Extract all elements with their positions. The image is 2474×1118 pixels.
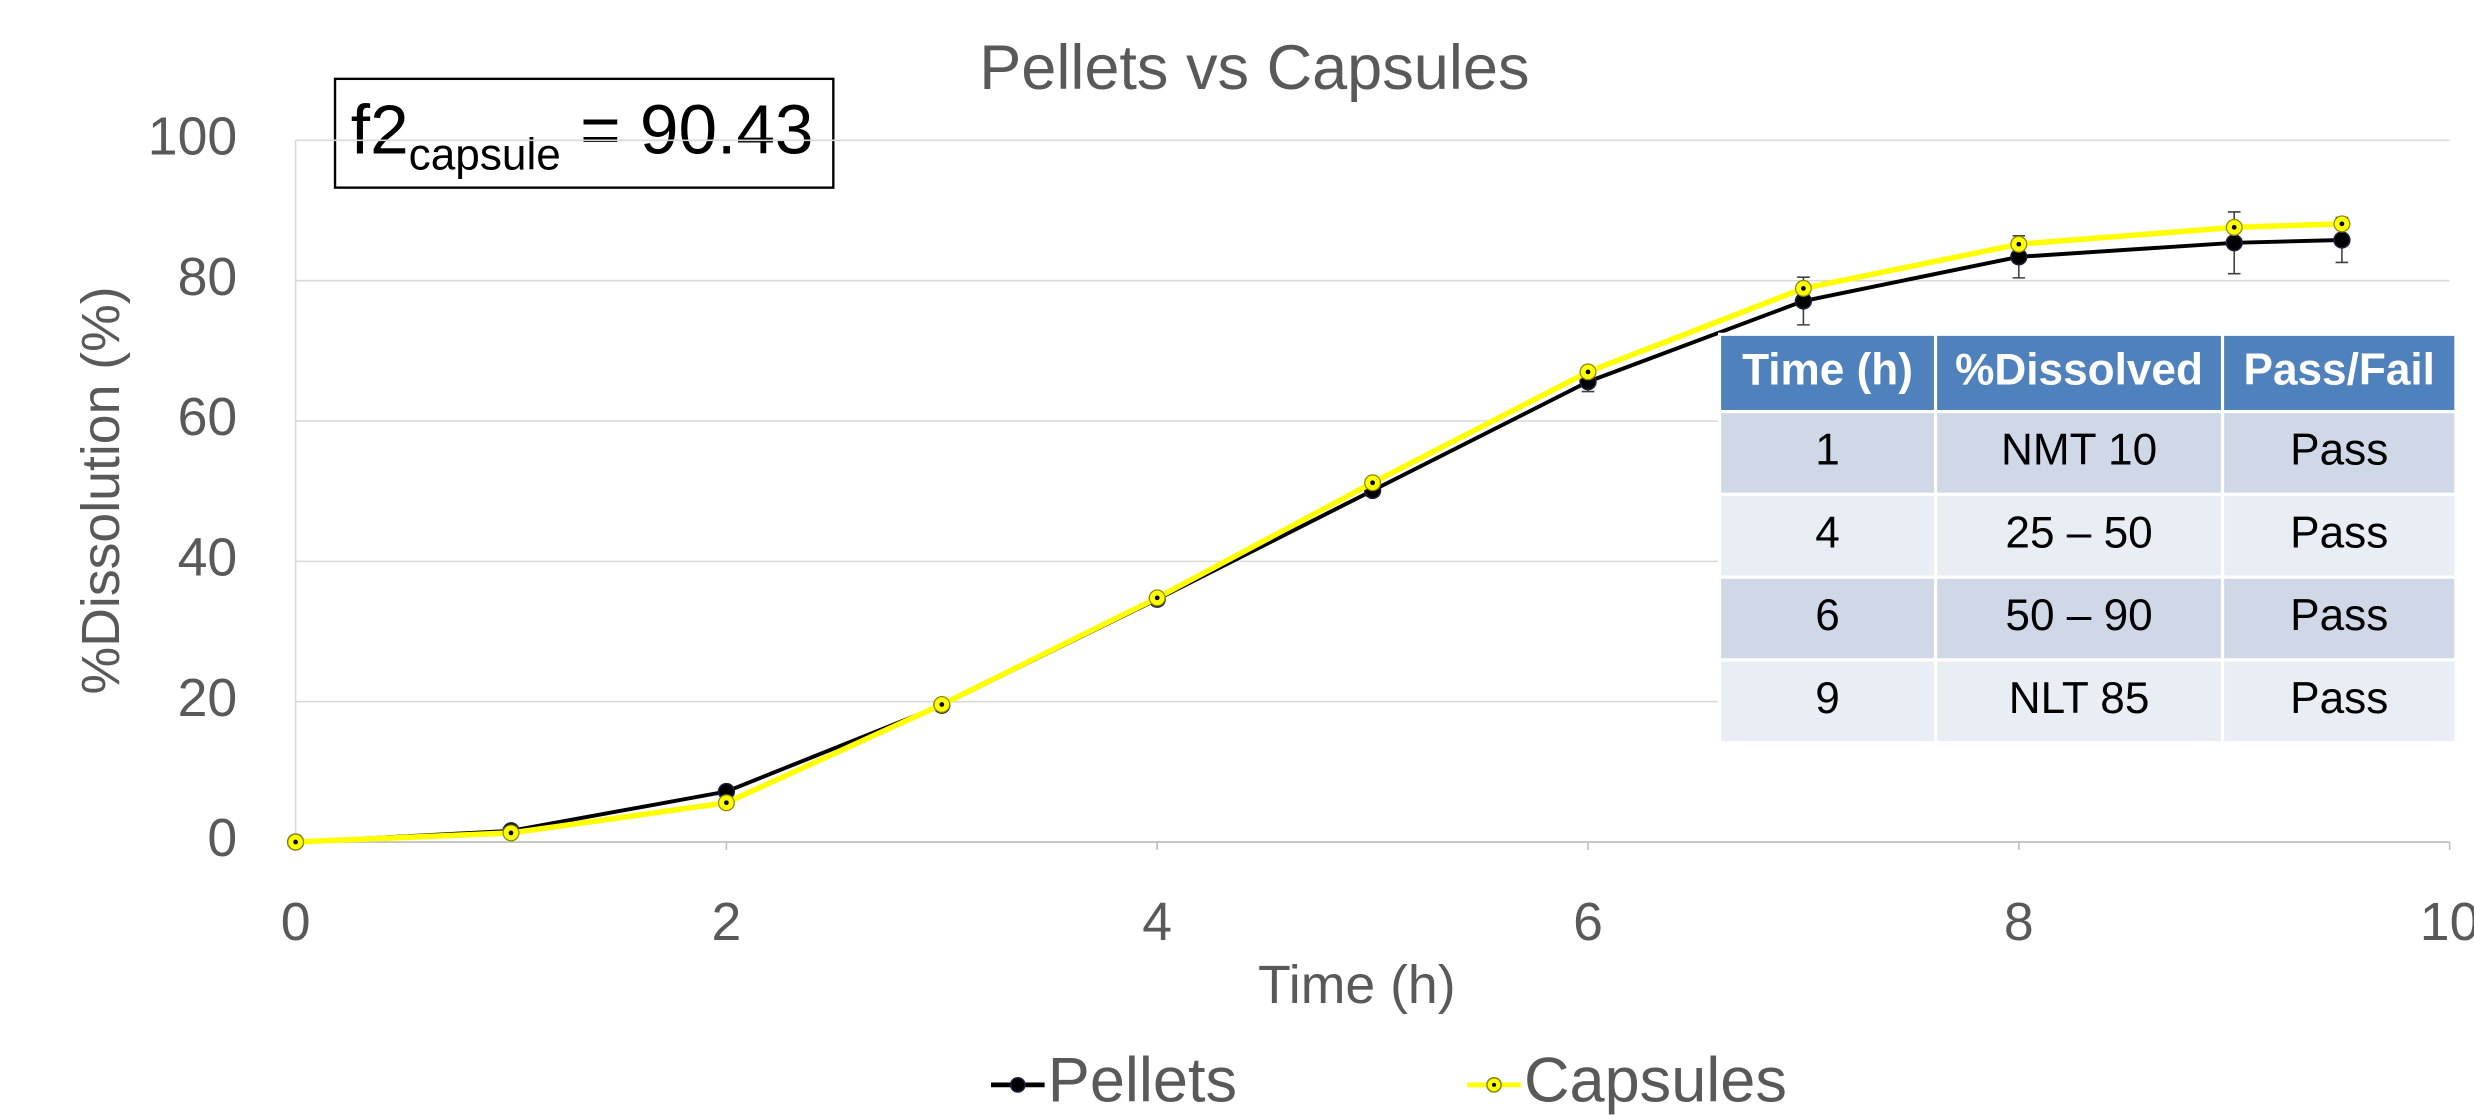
legend-item: Capsules <box>1467 1046 1787 1116</box>
marker-dot <box>2016 241 2022 247</box>
y-tick-label: 60 <box>178 387 238 447</box>
y-axis-label: %Dissolution (%) <box>71 286 131 694</box>
table-header: Time (h) <box>1742 346 1913 395</box>
table-header: Pass/Fail <box>2244 346 2435 395</box>
table-text: 4 <box>1815 508 1840 557</box>
annotation: f2capsule = 90.43 <box>351 91 814 179</box>
annotation-main: f2 <box>351 91 409 169</box>
legend-label: Pellets <box>1048 1046 1237 1116</box>
y-tick-label: 80 <box>178 247 238 307</box>
table-text: Pass <box>2290 591 2388 640</box>
table-header: %Dissolved <box>1955 346 2203 395</box>
marker-dot <box>1370 480 1375 486</box>
x-tick-label: 0 <box>281 892 311 952</box>
table-cell <box>1933 658 2225 745</box>
table-cell <box>1933 332 2225 414</box>
table-cell <box>2220 332 2458 414</box>
table-text: 25 – 50 <box>2005 508 2152 557</box>
x-tick-label: 8 <box>2004 892 2034 952</box>
legend-item: Pellets <box>991 1046 1237 1116</box>
legend-marker-dot <box>1491 1082 1497 1087</box>
marker-dot <box>1801 286 1806 291</box>
table-cell <box>1717 658 1938 745</box>
marker-dot <box>2339 221 2345 227</box>
marker-dot <box>939 702 945 707</box>
table-text: NMT 10 <box>2001 426 2157 475</box>
legend-label: Capsules <box>1524 1046 1787 1116</box>
table-cell <box>1717 332 1938 414</box>
marker-dot <box>508 830 514 836</box>
table-text: 1 <box>1815 426 1840 475</box>
x-axis-label: Time (h) <box>1258 955 1456 1015</box>
table-text: Pass <box>2290 508 2388 557</box>
marker <box>2225 234 2243 252</box>
table-cell <box>2220 492 2458 579</box>
y-tick-label: 20 <box>178 668 238 728</box>
table-text: NLT 85 <box>2009 674 2150 723</box>
legend-marker <box>1009 1077 1026 1093</box>
marker-dot <box>293 839 298 845</box>
table-cell <box>2220 575 2458 662</box>
table-text: Pass <box>2290 426 2388 475</box>
x-tick-label: 10 <box>2420 892 2474 952</box>
marker <box>2333 231 2351 249</box>
chart-title: Pellets vs Capsules <box>979 33 1529 103</box>
marker-dot <box>724 800 729 806</box>
table-text: 50 – 90 <box>2005 591 2152 640</box>
table-cell <box>1717 575 1938 662</box>
annotation-box <box>333 77 835 189</box>
y-tick-label: 100 <box>148 106 237 166</box>
table-text: 9 <box>1815 674 1840 723</box>
annotation-sub: capsule <box>409 130 561 179</box>
x-tick-label: 4 <box>1142 892 1172 952</box>
annotation-rest: = 90.43 <box>561 91 814 169</box>
marker-dot <box>1585 369 1591 375</box>
y-tick-label: 0 <box>207 808 237 868</box>
table-cell <box>1717 409 1938 496</box>
spec-table: Time (h) %Dissolved Pass/Fail 1 NMT 10 Pass 4 2… <box>1717 332 2458 745</box>
y-tick-label: 40 <box>178 528 238 588</box>
marker-dot <box>1154 595 1160 601</box>
table-cell <box>2220 658 2458 745</box>
table-text: 6 <box>1815 591 1840 640</box>
x-tick-label: 2 <box>711 892 741 952</box>
table-cell <box>2220 409 2458 496</box>
x-tick-label: 6 <box>1573 892 1603 952</box>
table-text: Pass <box>2290 674 2388 723</box>
marker-dot <box>2231 224 2237 230</box>
